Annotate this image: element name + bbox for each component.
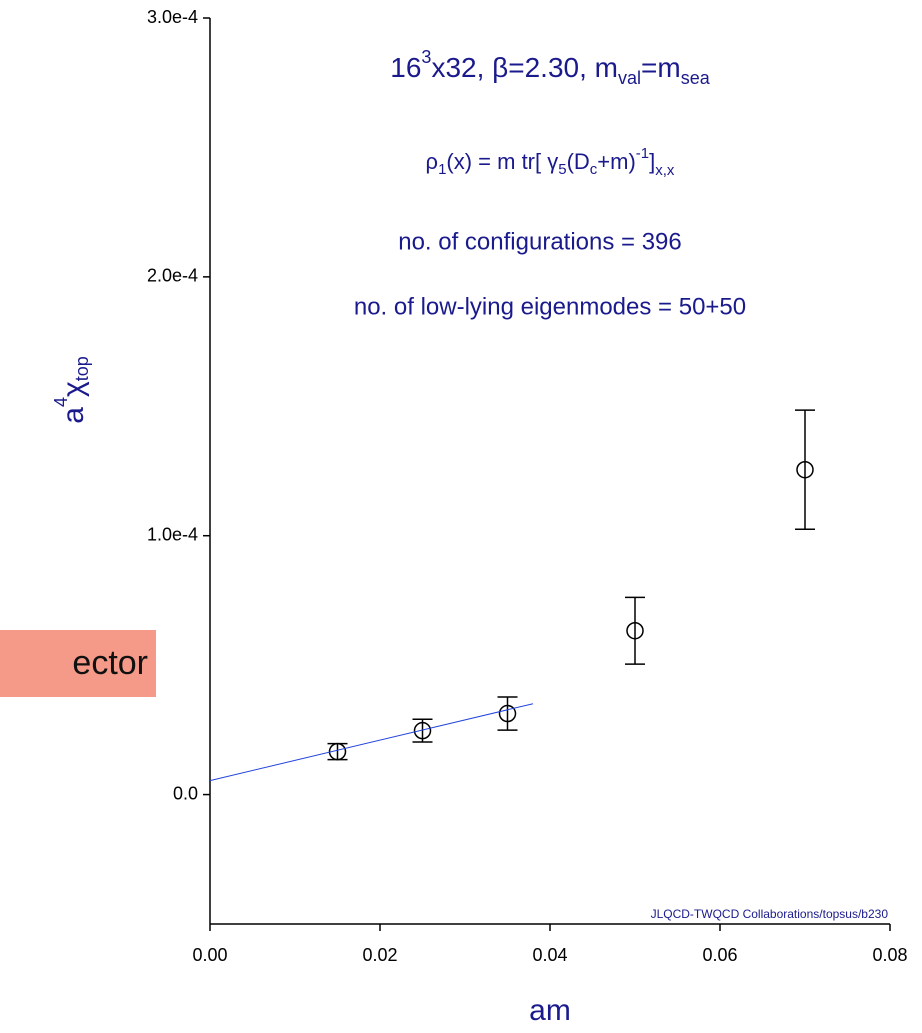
overlay-box [0,630,156,697]
x-tick-label: 0.02 [362,945,397,965]
y-tick-label: 2.0e-4 [147,266,198,286]
fit-line [209,703,534,782]
y-tick-label: 1.0e-4 [147,524,198,544]
overlay-text: ector [72,644,148,682]
annotation: 163x32, β=2.30, mval=msea [390,47,710,88]
point [328,742,347,761]
point [796,460,814,479]
x-tick-label: 0.04 [532,945,567,965]
x-tick-label: 0.08 [872,945,907,965]
x-tick-label: 0.00 [192,945,227,965]
y-axis-label: a4χtop [51,356,92,423]
point [626,621,644,640]
annotation: no. of low-lying eigenmodes = 50+50 [354,293,746,320]
y-tick-label: 0.0 [173,783,198,803]
x-tick-label: 0.06 [702,945,737,965]
y-tick-label: 3.0e-4 [147,7,198,27]
annotation: ρ1(x) = m tr[ γ5(Dc+m)-1]x,x [426,145,675,179]
annotation: no. of configurations = 396 [398,228,682,255]
point [498,704,517,723]
point [413,721,432,740]
credit: JLQCD-TWQCD Collaborations/topsus/b230 [651,907,889,921]
x-axis-label: am [529,994,571,1027]
